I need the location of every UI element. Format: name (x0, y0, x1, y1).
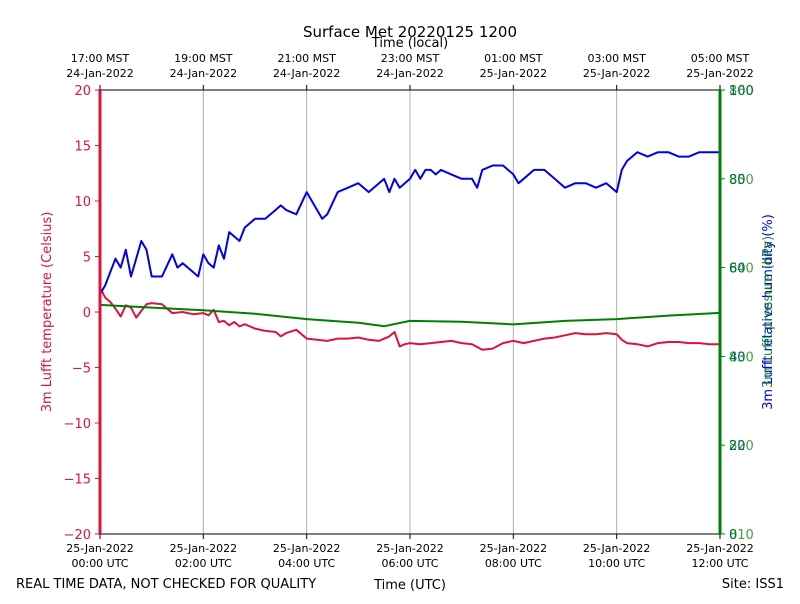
local-tick-date: 24-Jan-2022 (66, 67, 134, 80)
local-tick-time: 17:00 MST (71, 52, 130, 65)
pressure-tick-label: 850 (729, 173, 754, 188)
grid-layer (202, 90, 618, 534)
local-tick-time: 03:00 MST (587, 52, 646, 65)
temperature-tick-label: −20 (64, 528, 91, 543)
y-axis-label-relative-humidity: 3m Lufft relative humidity (%) (761, 214, 776, 410)
pressure-tick-label: 810 (729, 528, 754, 543)
utc-tick-time: 02:00 UTC (175, 557, 232, 570)
local-tick-time: 23:00 MST (381, 52, 440, 65)
utc-tick-time: 12:00 UTC (691, 557, 748, 570)
y-axis-label-temperature: 3m Lufft temperature (Celsius) (40, 212, 55, 413)
relative-humidity-tick-label: 20 (729, 439, 746, 454)
pressure-tick-label: 830 (729, 350, 754, 365)
top-axis-label: Time (local) (371, 36, 448, 51)
pressure-tick-label: 840 (729, 262, 754, 277)
pressure-tick-label: 820 (729, 439, 754, 454)
utc-tick-date: 25-Jan-2022 (273, 542, 341, 555)
utc-tick-time: 10:00 UTC (588, 557, 645, 570)
utc-tick-date: 25-Jan-2022 (583, 542, 651, 555)
utc-tick-date: 25-Jan-2022 (686, 542, 754, 555)
local-tick-time: 01:00 MST (484, 52, 543, 65)
footer-left-note: REAL TIME DATA, NOT CHECKED FOR QUALITY (16, 577, 316, 592)
chart-title: Surface Met 20220125 1200 (303, 23, 517, 41)
temperature-tick-label: 15 (74, 140, 91, 155)
relative-humidity-tick-label: 40 (729, 350, 746, 365)
utc-tick-date: 25-Jan-2022 (170, 542, 238, 555)
local-tick-date: 25-Jan-2022 (480, 67, 548, 80)
utc-tick-time: 06:00 UTC (381, 557, 438, 570)
local-tick-date: 24-Jan-2022 (376, 67, 444, 80)
temperature-tick-label: 10 (74, 195, 91, 210)
relative-humidity-tick-label: 0 (729, 528, 737, 543)
local-tick-time: 19:00 MST (174, 52, 233, 65)
relative-humidity-tick-label: 80 (729, 173, 746, 188)
utc-tick-date: 25-Jan-2022 (376, 542, 444, 555)
utc-tick-time: 04:00 UTC (278, 557, 335, 570)
x-axis-label: Time (UTC) (373, 578, 446, 593)
local-tick-date: 24-Jan-2022 (273, 67, 341, 80)
local-tick-date: 25-Jan-2022 (686, 67, 754, 80)
local-tick-date: 24-Jan-2022 (170, 67, 238, 80)
local-tick-time: 05:00 MST (691, 52, 750, 65)
pressure-tick-label: 860 (729, 84, 754, 99)
temperature-tick-label: −5 (72, 362, 91, 377)
utc-tick-date: 25-Jan-2022 (480, 542, 548, 555)
temperature-tick-label: −15 (64, 473, 91, 488)
temperature-tick-label: 5 (83, 251, 91, 266)
series-layer (99, 151, 721, 351)
utc-tick-date: 25-Jan-2022 (66, 542, 134, 555)
utc-tick-time: 08:00 UTC (485, 557, 542, 570)
temperature-tick-label: 20 (74, 84, 91, 99)
relative-humidity-tick-label: 100 (729, 84, 754, 99)
temperature-tick-label: −10 (64, 417, 91, 432)
local-tick-date: 25-Jan-2022 (583, 67, 651, 80)
temperature-tick-label: 0 (83, 306, 91, 321)
relative-humidity-line (99, 151, 720, 295)
pressure-line (99, 303, 721, 328)
footer-site-label: Site: ISS1 (722, 577, 784, 592)
relative-humidity-tick-label: 60 (729, 262, 746, 277)
local-tick-time: 21:00 MST (277, 52, 336, 65)
temperature-line (99, 287, 720, 351)
utc-tick-time: 00:00 UTC (71, 557, 128, 570)
y-axis-label-pressure: 3m Lufft pressure (hPa) (761, 236, 776, 388)
